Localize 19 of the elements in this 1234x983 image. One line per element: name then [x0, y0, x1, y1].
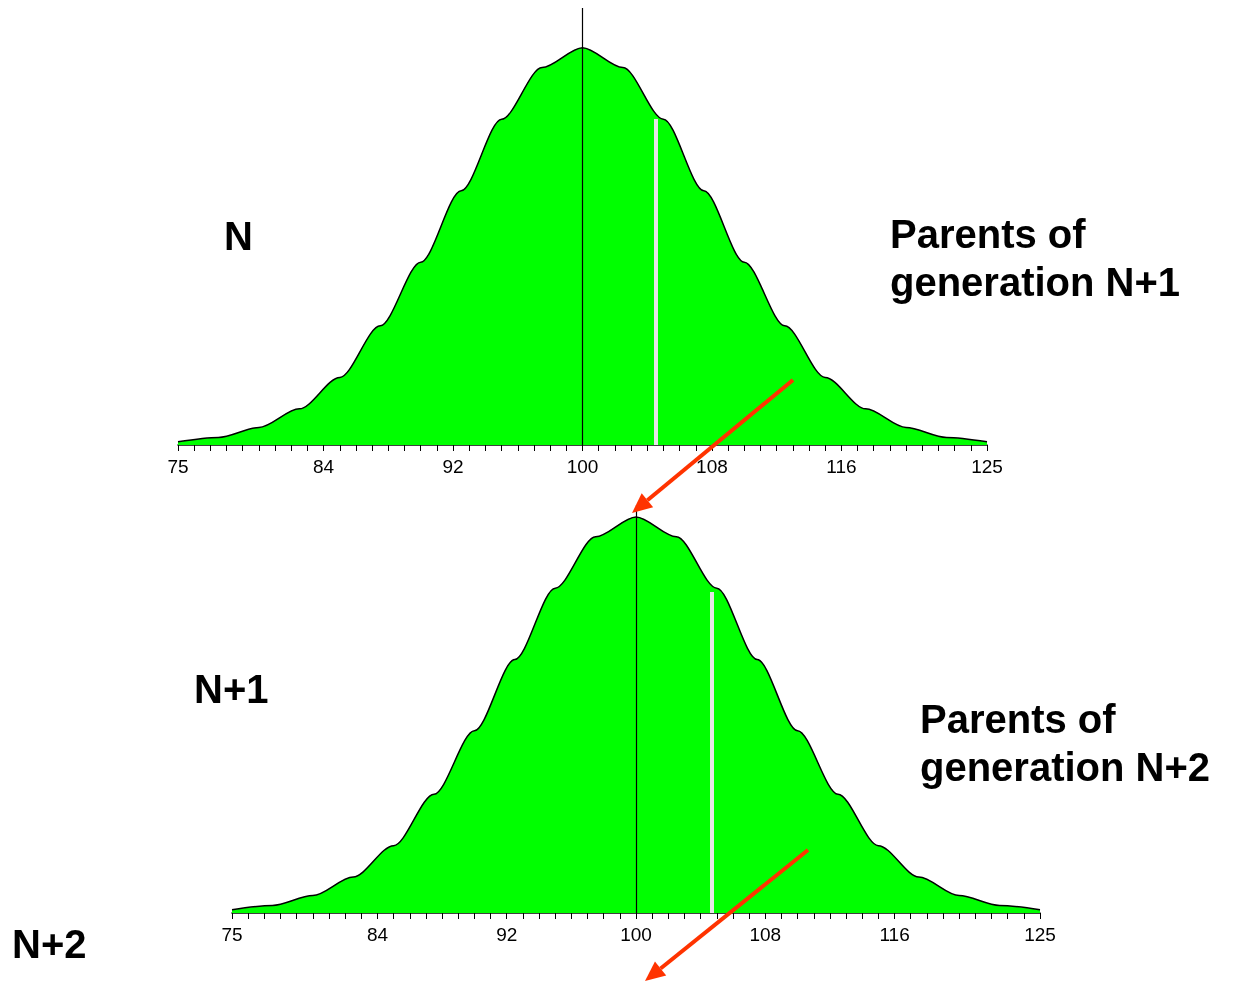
annotation: N+1 [194, 666, 270, 713]
annotation: N [224, 213, 254, 260]
x-tick-label: 84 [366, 924, 389, 945]
x-tick-label: 125 [971, 456, 1003, 477]
x-tick-label: 75 [221, 924, 243, 945]
x-tick-label: 116 [826, 456, 857, 477]
x-tick-label: 108 [749, 924, 782, 945]
x-tick-label: 100 [620, 924, 652, 945]
annotation: Parents of generation N+1 [890, 211, 1182, 306]
text: N+2 [12, 921, 88, 968]
x-tick-label: 116 [879, 924, 910, 945]
x-tick-label: 108 [696, 456, 728, 477]
x-tick-label: 75 [167, 456, 189, 477]
x-tick-label: 100 [566, 456, 599, 477]
x-tick-label: 84 [313, 456, 335, 477]
x-tick-label: 125 [1024, 924, 1056, 945]
annotation: Parents of generation N+2 [920, 696, 1212, 791]
x-tick-label: 92 [442, 456, 464, 477]
x-tick-label: 92 [496, 924, 518, 945]
